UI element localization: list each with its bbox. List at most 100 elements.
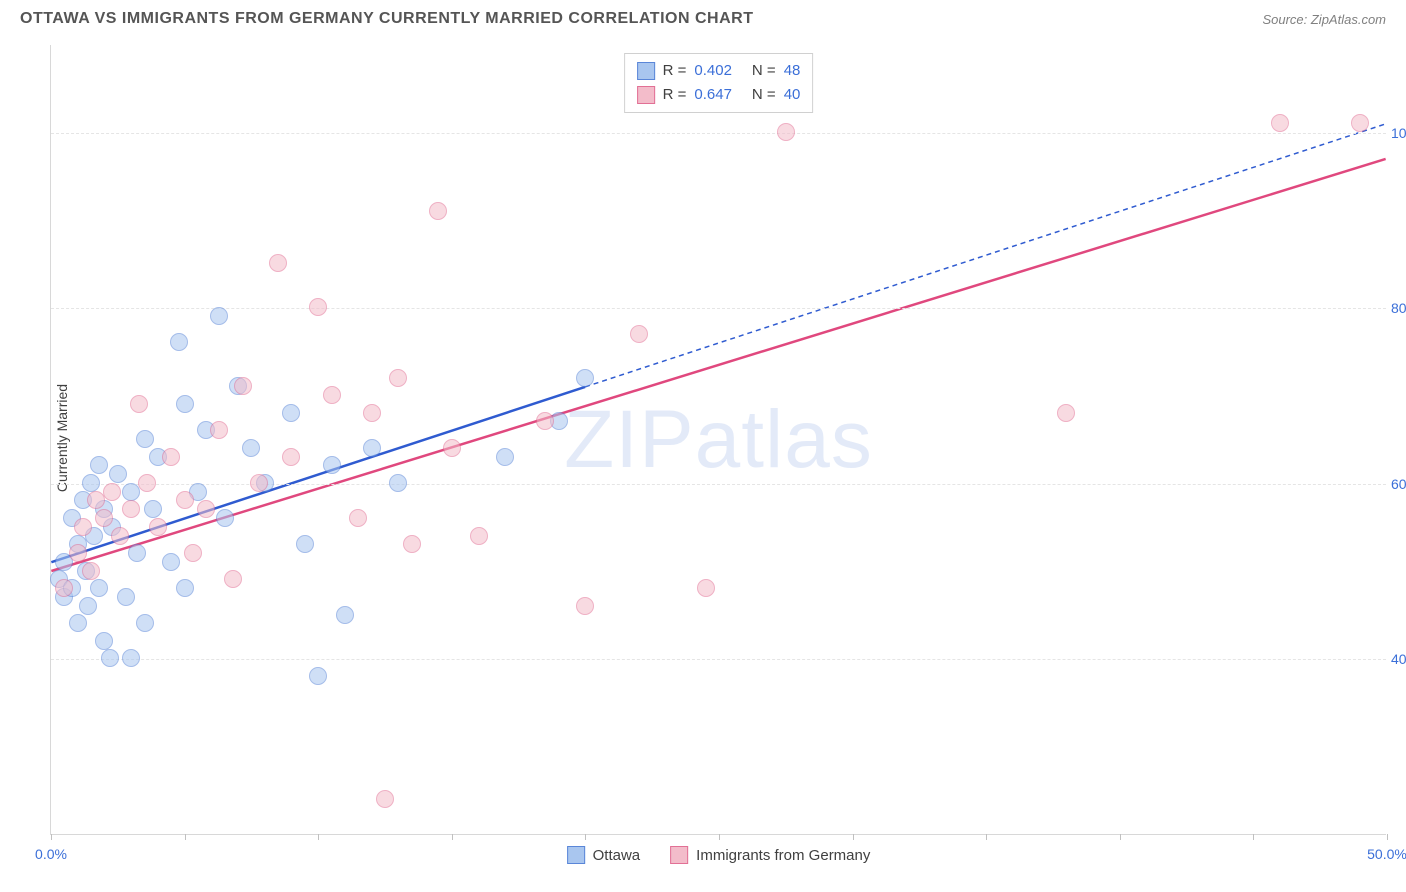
data-point [323,386,341,404]
x-tick [1387,834,1388,840]
gridline [51,133,1386,134]
x-tick [719,834,720,840]
legend-item: Ottawa [567,846,641,864]
data-point [149,518,167,536]
data-point [122,500,140,518]
data-point [216,509,234,527]
x-tick-label: 0.0% [35,846,67,862]
data-point [536,412,554,430]
data-point [443,439,461,457]
legend-swatch [670,846,688,864]
data-point [162,448,180,466]
r-value-germany: 0.647 [694,83,732,107]
watermark: ZIPatlas [564,393,873,487]
data-point [138,474,156,492]
n-value-ottawa: 48 [784,59,801,83]
data-point [117,588,135,606]
swatch-germany [637,86,655,104]
x-tick [51,834,52,840]
x-tick [318,834,319,840]
trend-line-extension [585,124,1386,387]
data-point [111,527,129,545]
data-point [777,123,795,141]
data-point [496,448,514,466]
legend-label: Ottawa [593,847,641,864]
data-point [630,325,648,343]
data-point [389,369,407,387]
data-point [101,649,119,667]
legend-item: Immigrants from Germany [670,846,870,864]
data-point [576,597,594,615]
data-point [74,518,92,536]
data-point [95,509,113,527]
legend-correlation: R = 0.402 N = 48 R = 0.647 N = 40 [624,53,814,113]
data-point [269,254,287,272]
data-point [184,544,202,562]
legend-swatch [567,846,585,864]
y-tick-label: 80.0% [1391,300,1406,316]
data-point [90,456,108,474]
data-point [69,544,87,562]
y-tick-label: 60.0% [1391,476,1406,492]
n-value-germany: 40 [784,83,801,107]
data-point [144,500,162,518]
data-point [55,579,73,597]
data-point [122,483,140,501]
data-point [176,579,194,597]
plot-area: ZIPatlas R = 0.402 N = 48 R = 0.647 N = … [50,45,1386,835]
x-tick [185,834,186,840]
x-tick-label: 50.0% [1367,846,1406,862]
data-point [79,597,97,615]
chart-title: OTTAWA VS IMMIGRANTS FROM GERMANY CURREN… [20,10,753,28]
data-point [170,333,188,351]
data-point [363,439,381,457]
x-tick [585,834,586,840]
data-point [122,649,140,667]
data-point [697,579,715,597]
legend-row-ottawa: R = 0.402 N = 48 [637,59,801,83]
data-point [389,474,407,492]
data-point [403,535,421,553]
legend-label: Immigrants from Germany [696,847,870,864]
data-point [296,535,314,553]
data-point [349,509,367,527]
data-point [176,491,194,509]
data-point [136,430,154,448]
data-point [376,790,394,808]
legend-row-germany: R = 0.647 N = 40 [637,83,801,107]
data-point [128,544,146,562]
x-tick [1253,834,1254,840]
data-point [87,491,105,509]
data-point [210,421,228,439]
data-point [282,404,300,422]
data-point [69,614,87,632]
data-point [109,465,127,483]
data-point [136,614,154,632]
data-point [363,404,381,422]
data-point [82,474,100,492]
trend-line [51,159,1385,571]
x-tick [853,834,854,840]
x-tick [452,834,453,840]
data-point [103,483,121,501]
data-point [576,369,594,387]
data-point [250,474,268,492]
data-point [309,298,327,316]
y-tick-label: 40.0% [1391,651,1406,667]
header: OTTAWA VS IMMIGRANTS FROM GERMANY CURREN… [0,0,1406,33]
data-point [234,377,252,395]
trend-line [51,387,585,562]
chart-container: OTTAWA VS IMMIGRANTS FROM GERMANY CURREN… [0,0,1406,892]
data-point [210,307,228,325]
data-point [470,527,488,545]
data-point [82,562,100,580]
gridline [51,308,1386,309]
data-point [176,395,194,413]
data-point [130,395,148,413]
data-point [323,456,341,474]
data-point [242,439,260,457]
data-point [1057,404,1075,422]
data-point [197,500,215,518]
data-point [162,553,180,571]
legend-series: Ottawa Immigrants from Germany [567,846,871,864]
